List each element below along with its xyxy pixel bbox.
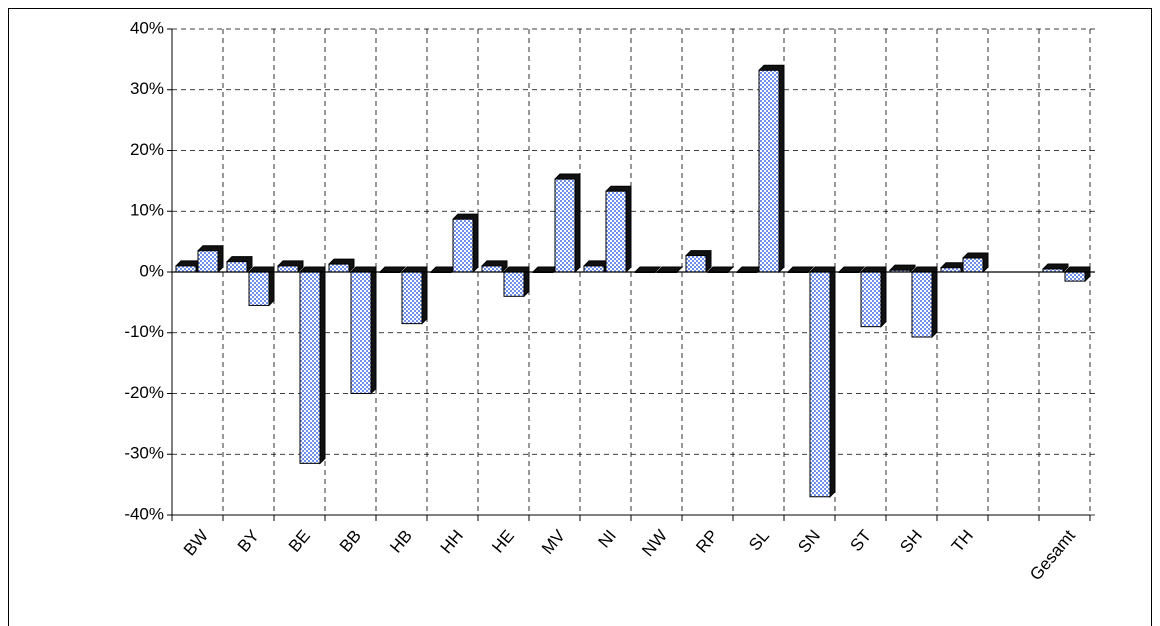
x-tick-label: SN: [794, 526, 824, 556]
bar: [277, 265, 299, 273]
x-tick-label: NI: [595, 526, 620, 551]
x-tick-label: TH: [948, 526, 977, 556]
bar: [350, 271, 372, 394]
x-tick-label: RP: [692, 526, 722, 556]
y-tick-label: 20%: [130, 140, 164, 159]
bar-depth: [786, 266, 815, 273]
bar: [605, 190, 627, 273]
bar: [197, 250, 219, 273]
y-tick-label: 0%: [139, 261, 164, 280]
x-tick-label: BW: [180, 526, 212, 559]
bar: [328, 263, 350, 273]
bar: [583, 265, 605, 273]
x-tick-label: Gesamt: [1026, 526, 1079, 584]
y-tick-label: -30%: [124, 444, 164, 463]
bar-depth: [378, 266, 407, 273]
bar: [685, 255, 707, 273]
x-tick-label: BB: [336, 526, 365, 556]
bar: [481, 265, 503, 273]
bar-depth: [429, 266, 458, 273]
y-tick-label: -20%: [124, 383, 164, 402]
x-tick-label: BY: [234, 526, 263, 556]
x-tick-label: MV: [538, 526, 569, 558]
bar: [226, 261, 248, 273]
x-tick-label: BE: [285, 526, 314, 556]
bar: [554, 178, 576, 273]
bar: [175, 265, 197, 273]
bar-depth: [633, 266, 662, 273]
x-tick-label: HE: [488, 526, 518, 556]
bar-depth: [531, 266, 560, 273]
y-tick-label: -10%: [124, 322, 164, 341]
x-tick-label: SL: [745, 526, 773, 554]
bar: [911, 271, 933, 338]
bar: [940, 267, 962, 273]
bar: [503, 271, 525, 297]
bar: [248, 271, 270, 306]
frame: [8, 8, 1152, 626]
bar: [452, 218, 474, 273]
x-tick-label: ST: [846, 526, 875, 555]
bar: [299, 271, 321, 464]
x-tick-label: SH: [896, 526, 926, 556]
bar: [962, 257, 984, 273]
y-tick-label: 30%: [130, 79, 164, 98]
bar-depth: [837, 266, 866, 273]
x-tick-label: HH: [437, 526, 467, 557]
bar: [401, 271, 423, 325]
bar: [1064, 271, 1086, 282]
x-tick-label: NW: [638, 526, 671, 560]
bar: [809, 271, 831, 498]
bar-depth: [735, 266, 764, 273]
y-tick-label: 40%: [130, 18, 164, 37]
bar-depth: [706, 266, 735, 273]
y-tick-label: -40%: [124, 504, 164, 523]
bar: [860, 271, 882, 328]
bar: [758, 69, 780, 273]
y-tick-label: 10%: [130, 201, 164, 220]
x-tick-label: HB: [386, 526, 416, 556]
bar-depth: [655, 266, 684, 273]
